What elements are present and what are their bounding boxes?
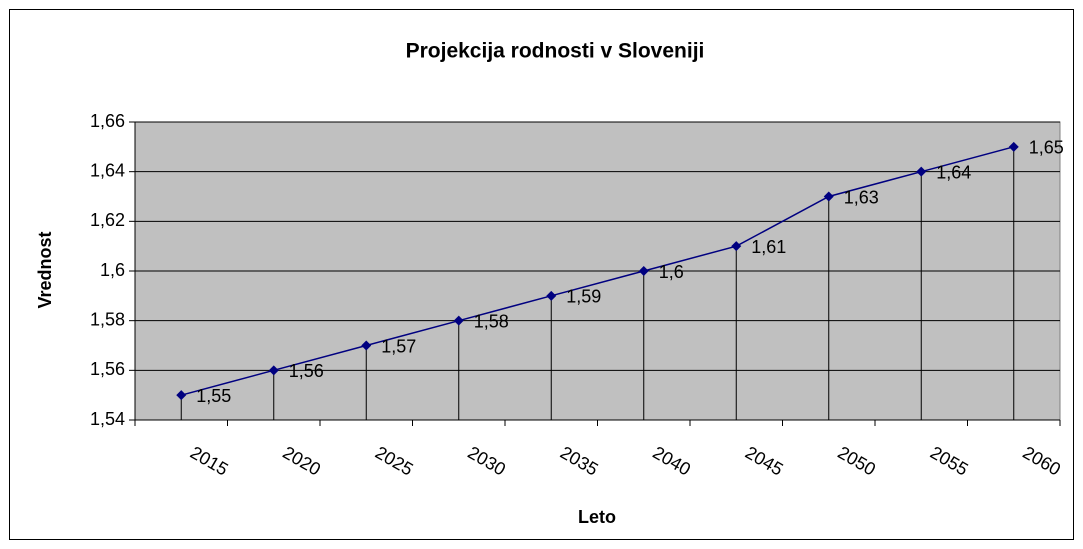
y-tick-label: 1,58 [90, 309, 125, 329]
series-line [181, 146, 1014, 396]
data-label: 1,6 [659, 262, 684, 282]
x-axis-label: Leto [578, 507, 616, 527]
point-marker [453, 315, 464, 326]
data-label: 1,64 [936, 162, 971, 182]
point-marker [823, 191, 834, 202]
data-label: 1,65 [1029, 138, 1064, 158]
point-marker [1008, 141, 1019, 152]
point-marker [638, 266, 649, 276]
y-tick-label: 1,66 [90, 111, 125, 131]
point-marker [546, 290, 557, 301]
point-marker [361, 340, 372, 351]
data-label: 1,61 [751, 237, 786, 257]
chart-title: Projekcija rodnosti v Sloveniji [406, 40, 705, 63]
y-axis-label: Vrednost [35, 231, 55, 308]
y-tick-label: 1,64 [90, 160, 125, 180]
data-label: 1,57 [381, 336, 416, 356]
data-label: 1,59 [566, 287, 601, 307]
point-marker [268, 365, 279, 376]
y-tick-label: 1,56 [90, 359, 125, 379]
y-tick-label: 1,62 [90, 210, 125, 230]
point-marker [731, 241, 742, 252]
data-label: 1,56 [289, 361, 324, 381]
point-marker [916, 166, 927, 177]
y-tick-label: 1,54 [90, 409, 125, 429]
data-label: 1,63 [844, 187, 879, 207]
data-label: 1,58 [474, 311, 509, 331]
y-tick-label: 1,6 [100, 260, 125, 280]
point-marker [176, 390, 187, 401]
data-label: 1,55 [196, 386, 231, 406]
